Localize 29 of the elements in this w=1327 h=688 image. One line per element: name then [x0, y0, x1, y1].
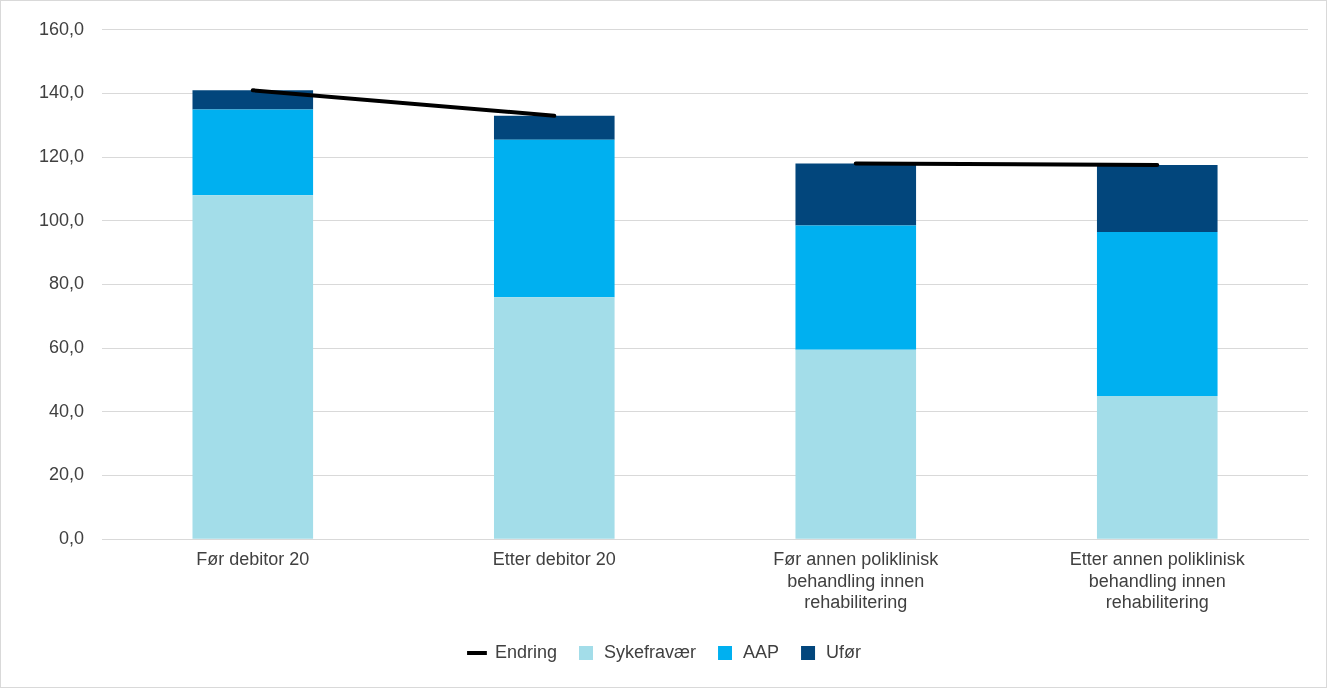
legend-label: Endring	[494, 641, 558, 662]
bar	[493, 139, 615, 298]
y-tick-label: 140,0	[39, 82, 85, 103]
x-tick-label: Etter debitor 20	[492, 548, 616, 569]
bar	[493, 115, 615, 140]
bar	[1096, 395, 1218, 539]
y-tick-label: 0,0	[59, 528, 85, 549]
y-tick-label: 120,0	[39, 146, 85, 167]
bar	[192, 109, 314, 196]
y-tick-label: 160,0	[39, 18, 85, 39]
x-tick-label: Før annen poliklinisk behandling innen rehabilitering	[773, 548, 940, 613]
legend-label: Ufør	[826, 641, 862, 662]
y-tick-label: 80,0	[49, 273, 85, 294]
bar	[493, 297, 615, 539]
bar	[795, 163, 917, 226]
y-tick-label: 40,0	[49, 400, 85, 421]
legend-label: AAP	[743, 641, 780, 662]
y-tick-label: 100,0	[39, 209, 85, 230]
legend-label: Sykefravær	[604, 641, 697, 662]
x-tick-label: Før debitor 20	[196, 548, 310, 569]
x-tick-label: Etter annen poliklinisk behandling innen rehabilitering	[1069, 548, 1246, 613]
y-tick-label: 20,0	[49, 464, 85, 485]
bar	[795, 225, 917, 350]
bar	[795, 349, 917, 539]
y-tick-label: 60,0	[49, 337, 85, 358]
bar	[1096, 165, 1218, 232]
bar	[1096, 231, 1218, 396]
bar	[192, 90, 314, 110]
bar	[192, 195, 314, 539]
